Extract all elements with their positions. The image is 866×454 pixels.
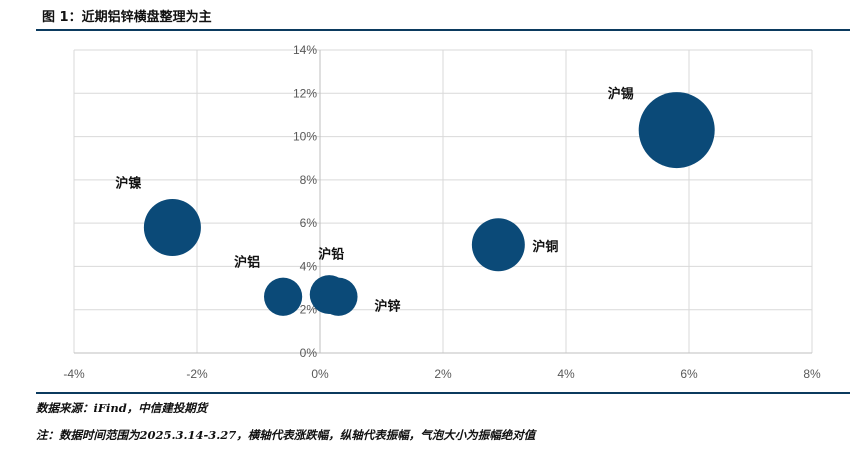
bubble — [143, 198, 201, 256]
x-tick-label: 4% — [557, 367, 575, 381]
x-tick-label: -2% — [186, 367, 208, 381]
bubble-label: 沪铝 — [234, 255, 260, 271]
y-tick-label: 10% — [293, 130, 317, 144]
bubble — [638, 92, 715, 169]
figure-title: 图 1：近期铝锌横盘整理为主 — [42, 10, 212, 25]
y-tick-label: 6% — [300, 216, 318, 230]
y-tick-label: 0% — [300, 346, 318, 360]
bubble-label: 沪锌 — [374, 299, 400, 315]
bubble-label: 沪铜 — [532, 239, 558, 255]
bubbles — [143, 92, 715, 316]
top-rule — [36, 29, 850, 31]
y-tick-label: 2% — [300, 303, 318, 317]
x-tick-label: 6% — [680, 367, 698, 381]
bottom-rule — [36, 392, 850, 394]
x-tick-label: -4% — [63, 367, 85, 381]
bubble — [471, 218, 525, 272]
source-note: 数据来源：iFind，中信建投期货 — [36, 401, 208, 415]
x-tick-label: 0% — [311, 367, 329, 381]
y-tick-label: 12% — [293, 86, 317, 100]
y-tick-label: 14% — [293, 43, 317, 57]
y-tick-label: 4% — [300, 259, 318, 273]
bubble — [319, 277, 358, 316]
tick-labels: -4% -2% 0% 2% 4% 6% 8% 0% 2% 4% 6% 8% 10% 12% 14% — [63, 43, 821, 381]
x-tick-label: 2% — [434, 367, 452, 381]
bubble-label: 沪锡 — [608, 86, 634, 102]
bubble — [264, 277, 303, 316]
footnote: 注：数据时间范围为2025.3.14-3.27，横轴代表涨跌幅，纵轴代表振幅，气… — [36, 428, 536, 442]
bubble-label: 沪铅 — [318, 247, 344, 263]
bubble-label: 沪镍 — [115, 175, 141, 191]
x-tick-label: 8% — [803, 367, 821, 381]
y-tick-label: 8% — [300, 173, 318, 187]
grid-lines — [73, 49, 813, 354]
